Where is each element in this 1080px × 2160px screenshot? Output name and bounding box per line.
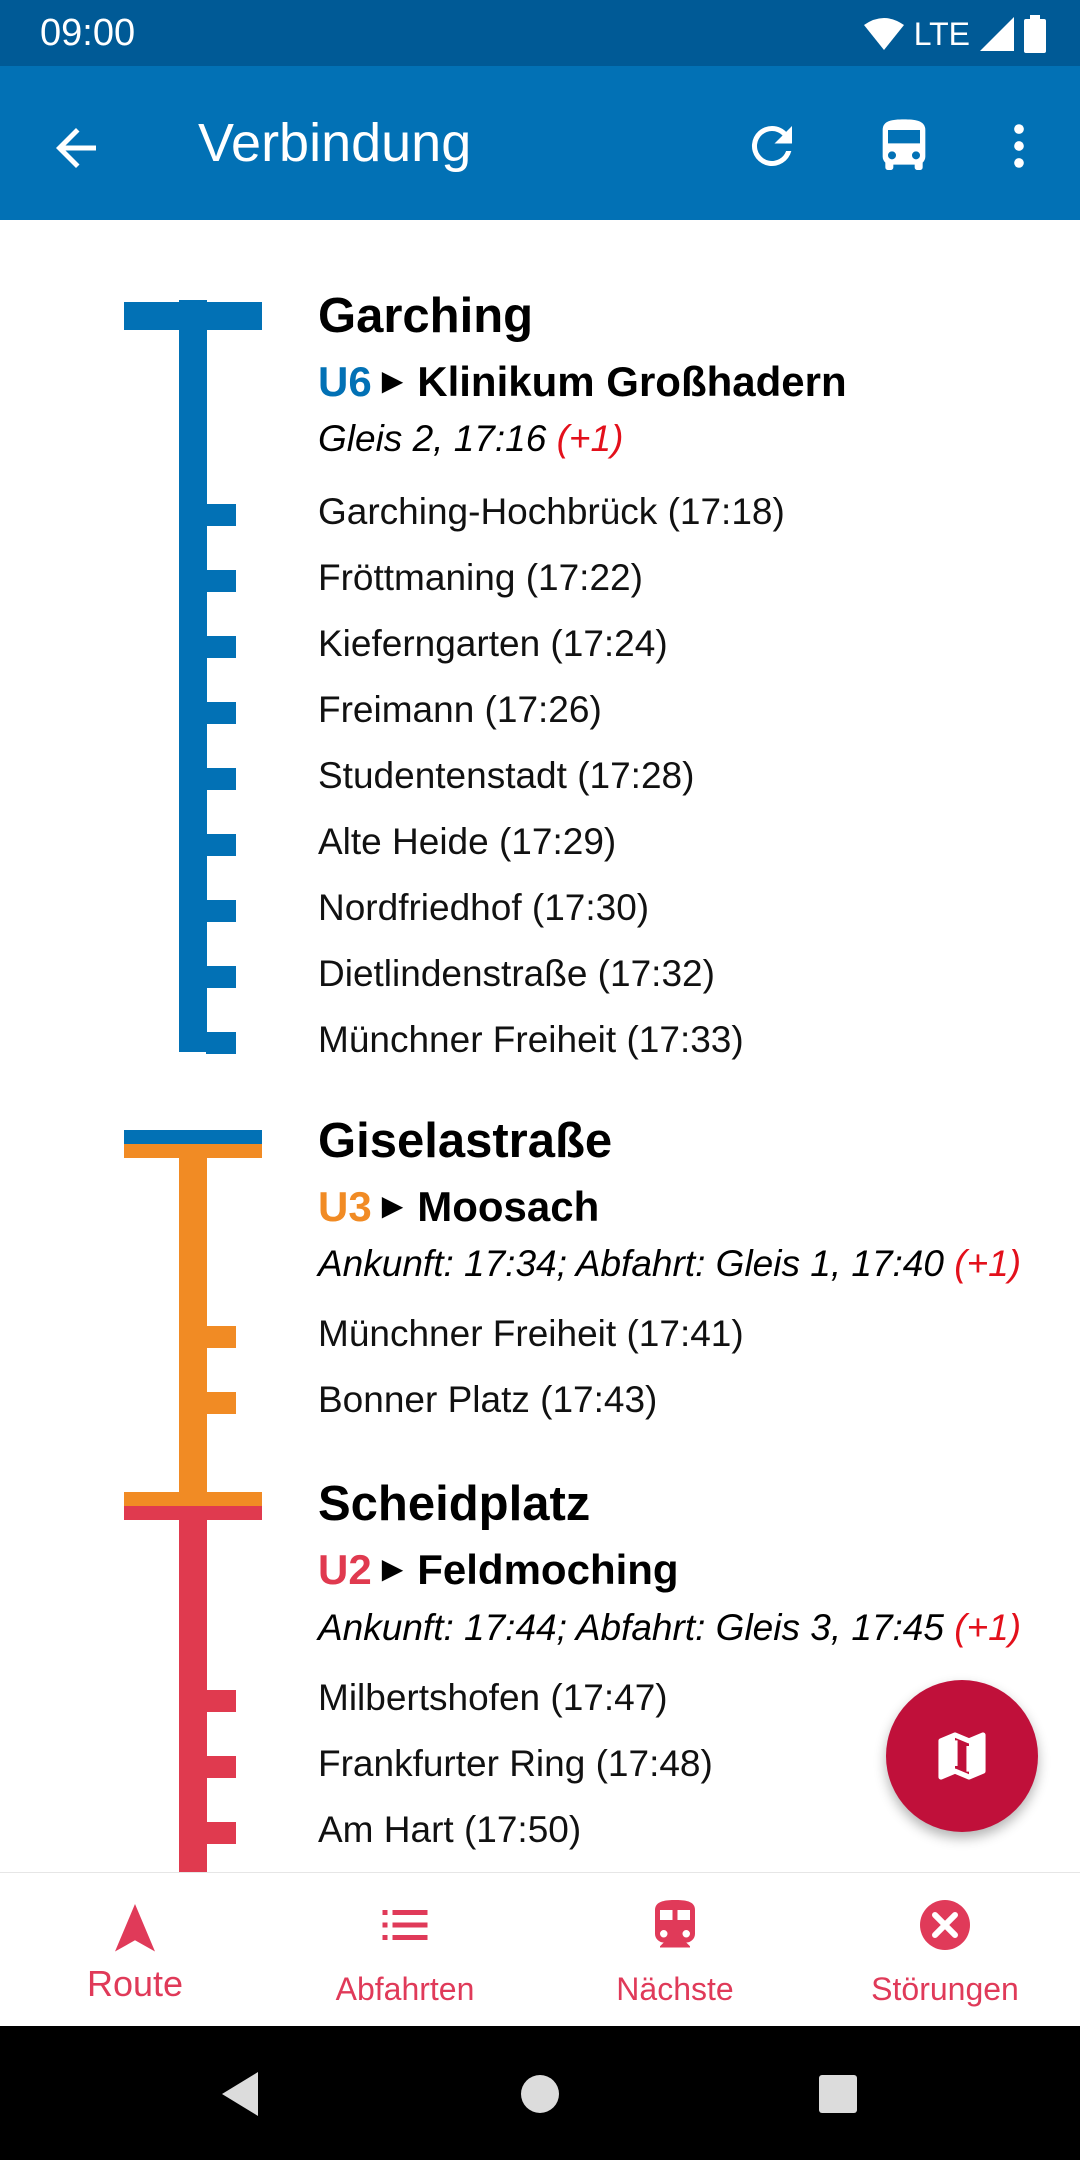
status-bar: 09:00 LTE	[0, 0, 1080, 66]
line-badge: U6	[318, 358, 372, 405]
back-arrow-icon[interactable]	[46, 118, 106, 178]
stop-tick	[206, 1032, 236, 1054]
direction-arrow-icon: ▶	[381, 365, 404, 396]
departure-info: Gleis 2, 17:16 (+1)	[318, 418, 623, 460]
nav-label: Route	[86, 1963, 184, 2004]
status-time: 09:00	[40, 12, 136, 54]
bottom-navigation: Route Abfahrten Nächste Störungen	[0, 1872, 1080, 2027]
destination: Moosach	[417, 1183, 600, 1230]
intermediate-stop[interactable]: Dietlindenstraße (17:32)	[318, 953, 715, 994]
station-name[interactable]: Giselastraße	[318, 1114, 613, 1168]
platform-time: Gleis 2, 17:16	[318, 418, 547, 459]
recents-square-icon[interactable]	[818, 2074, 858, 2114]
intermediate-stop[interactable]: Nordfriedhof (17:30)	[318, 887, 650, 928]
delay-badge: (+1)	[954, 1607, 1022, 1648]
more-options-icon[interactable]	[990, 116, 1048, 176]
intermediate-stop[interactable]: Freimann (17:26)	[318, 689, 602, 730]
scheidplatz-cap-top	[124, 1492, 262, 1506]
intermediate-stop[interactable]: Münchner Freiheit (17:33)	[318, 1019, 744, 1060]
stop-tick	[206, 1690, 236, 1712]
delay-badge: (+1)	[556, 418, 624, 459]
nav-naechste[interactable]: Nächste	[540, 1873, 810, 2027]
garching-cap	[124, 302, 262, 330]
intermediate-stop[interactable]: Kieferngarten (17:24)	[318, 623, 668, 664]
line-badge: U3	[318, 1183, 372, 1230]
stop-tick	[206, 702, 236, 724]
direction-arrow-icon: ▶	[381, 1190, 404, 1221]
bus-icon[interactable]	[872, 114, 936, 178]
departure-info: Ankunft: 17:44; Abfahrt: Gleis 3, 17:45 …	[318, 1607, 1021, 1649]
station-name[interactable]: Garching	[318, 289, 534, 343]
departure-info: Ankunft: 17:34; Abfahrt: Gleis 1, 17:40 …	[318, 1243, 1021, 1285]
map-fab-button[interactable]	[886, 1680, 1038, 1832]
intermediate-stop[interactable]: Garching-Hochbrück (17:18)	[318, 491, 785, 532]
back-triangle-icon[interactable]	[218, 2070, 262, 2118]
line-direction[interactable]: U2 ▶ Feldmoching	[318, 1546, 679, 1594]
refresh-icon[interactable]	[742, 116, 802, 176]
scheidplatz-cap-bottom	[124, 1506, 262, 1520]
station-name[interactable]: Scheidplatz	[318, 1477, 591, 1531]
u2-line-bar-lower	[179, 1520, 207, 1872]
nav-abfahrten[interactable]: Abfahrten	[270, 1873, 540, 2027]
home-circle-icon[interactable]	[520, 2074, 560, 2114]
giselastrasse-cap-top	[124, 1130, 262, 1144]
line-badge: U2	[318, 1546, 372, 1593]
map-icon	[938, 1732, 986, 1780]
intermediate-stop[interactable]: Studentenstadt (17:28)	[318, 755, 695, 796]
intermediate-stop[interactable]: Alte Heide (17:29)	[318, 821, 617, 862]
giselastrasse-cap-bottom	[124, 1144, 262, 1158]
intermediate-stop[interactable]: Münchner Freiheit (17:41)	[318, 1313, 744, 1354]
direction-arrow-icon: ▶	[381, 1553, 404, 1584]
nav-route[interactable]: Route	[0, 1873, 270, 2027]
list-icon	[382, 1910, 428, 1940]
battery-icon	[1024, 15, 1046, 53]
error-circle-icon	[920, 1900, 970, 1950]
destination: Feldmoching	[417, 1546, 679, 1593]
network-type: LTE	[913, 15, 970, 52]
intermediate-stop[interactable]: Milbertshofen (17:47)	[318, 1677, 668, 1718]
line-direction[interactable]: U3 ▶ Moosach	[318, 1183, 599, 1231]
nav-label: Nächste	[616, 1971, 734, 2007]
nav-label: Störungen	[871, 1971, 1019, 2007]
wifi-icon	[863, 18, 904, 50]
stop-tick	[206, 1392, 236, 1414]
stop-tick	[206, 504, 236, 526]
stop-tick	[206, 1326, 236, 1348]
platform-time: Ankunft: 17:34; Abfahrt: Gleis 1, 17:40	[318, 1243, 944, 1284]
system-navigation-bar	[0, 2026, 1080, 2160]
intermediate-stop[interactable]: Bonner Platz (17:43)	[318, 1379, 658, 1420]
train-icon	[655, 1900, 695, 1948]
destination: Klinikum Großhadern	[417, 358, 847, 405]
nav-stoerungen[interactable]: Störungen	[810, 1873, 1080, 2027]
stop-tick	[206, 834, 236, 856]
stop-tick	[206, 1822, 236, 1844]
line-direction[interactable]: U6 ▶ Klinikum Großhadern	[318, 358, 847, 406]
stop-tick	[206, 768, 236, 790]
nav-label: Abfahrten	[335, 1971, 475, 2007]
app-bar: Verbindung	[0, 66, 1080, 220]
stop-tick	[206, 1756, 236, 1778]
delay-badge: (+1)	[954, 1243, 1022, 1284]
stop-tick	[206, 570, 236, 592]
signal-icon	[980, 17, 1014, 51]
status-icons: LTE	[863, 14, 1046, 54]
connection-details: Garching U6 ▶ Klinikum Großhadern Gleis 2,…	[0, 220, 1080, 1872]
intermediate-stop[interactable]: Fröttmaning (17:22)	[318, 557, 643, 598]
stop-tick	[206, 636, 236, 658]
stop-tick	[206, 966, 236, 988]
navigation-arrow-icon	[115, 1904, 155, 1952]
page-title: Verbindung	[198, 113, 472, 173]
platform-time: Ankunft: 17:44; Abfahrt: Gleis 3, 17:45	[318, 1607, 944, 1648]
u6-line-bar	[179, 300, 207, 1052]
intermediate-stop[interactable]: Am Hart (17:50)	[318, 1809, 582, 1850]
intermediate-stop[interactable]: Frankfurter Ring (17:48)	[318, 1743, 713, 1784]
stop-tick	[206, 900, 236, 922]
